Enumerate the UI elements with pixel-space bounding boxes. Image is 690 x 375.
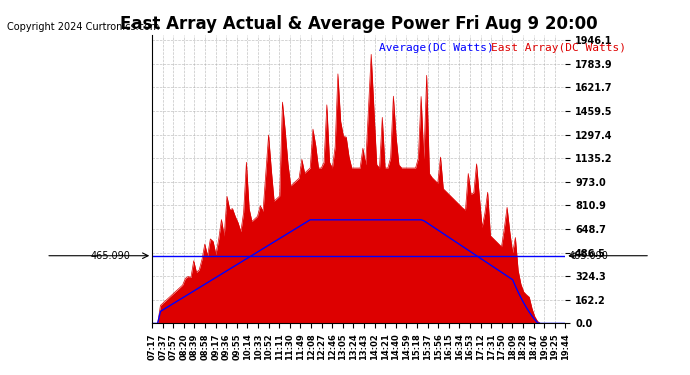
Text: 465.090: 465.090: [569, 251, 609, 261]
Title: East Array Actual & Average Power Fri Aug 9 20:00: East Array Actual & Average Power Fri Au…: [120, 15, 598, 33]
Text: Copyright 2024 Curtronics.com: Copyright 2024 Curtronics.com: [7, 22, 159, 32]
Text: Average(DC Watts): Average(DC Watts): [380, 43, 494, 53]
Text: East Array(DC Watts): East Array(DC Watts): [491, 43, 626, 53]
Text: 465.090: 465.090: [91, 251, 131, 261]
